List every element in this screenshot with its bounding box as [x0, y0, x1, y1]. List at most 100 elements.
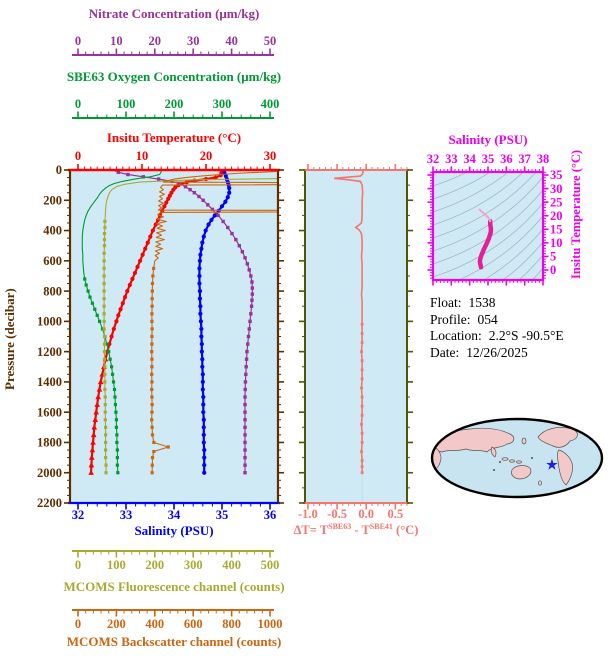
svg-text:0: 0 [75, 34, 81, 48]
location-value: 2.2°S -90.5°E [488, 328, 564, 343]
svg-text:0: 0 [56, 163, 62, 177]
svg-text:15: 15 [550, 222, 563, 236]
svg-text:400: 400 [261, 97, 280, 111]
float-info-block: Float: 1538 Profile: 054 Location: 2.2°S -9… [430, 295, 608, 361]
svg-text:35: 35 [550, 168, 563, 182]
svg-text:0: 0 [550, 263, 556, 277]
svg-text:30: 30 [550, 182, 563, 196]
location-label: Location: [430, 328, 482, 343]
float-info-line: Location: 2.2°S -90.5°E [430, 328, 608, 345]
ts-series [477, 208, 494, 270]
delta-t-curve [334, 170, 365, 473]
svg-text:800: 800 [222, 617, 241, 631]
oxygen-axis-title: SBE63 Oxygen Concentration (μm/kg) [66, 69, 282, 84]
nitrate-axis-title: Nitrate Concentration (μm/kg) [88, 6, 260, 21]
svg-text:100: 100 [117, 97, 136, 111]
svg-text:600: 600 [184, 617, 203, 631]
pressure-axis-title: Pressure (decibar) [2, 288, 17, 391]
svg-text:800: 800 [43, 284, 62, 298]
fluorescence-axis-title: MCOMS Fluorescence channel (counts) [63, 579, 285, 594]
svg-text:200: 200 [107, 617, 126, 631]
ts-salinity-axis-title: Salinity (PSU) [448, 132, 528, 147]
svg-text:50: 50 [264, 34, 277, 48]
float-info-line: Profile: 054 [430, 312, 608, 329]
map-outline [430, 417, 604, 499]
svg-text:1000: 1000 [258, 617, 283, 631]
svg-text:200: 200 [165, 97, 184, 111]
svg-text:-0.5: -0.5 [327, 507, 347, 521]
svg-text:35: 35 [216, 508, 229, 522]
svg-text:2000: 2000 [37, 466, 62, 480]
svg-text:400: 400 [43, 224, 62, 238]
profile-value: 054 [477, 311, 498, 327]
float-info-line: Date: 12/26/2025 [430, 345, 608, 362]
backscatter-axis-title: MCOMS Backscatter channel (counts) [66, 634, 282, 649]
date-value: 12/26/2025 [466, 344, 528, 360]
svg-text:33: 33 [120, 508, 133, 522]
svg-text:2200: 2200 [37, 496, 62, 510]
svg-text:300: 300 [184, 558, 203, 572]
svg-text:33: 33 [445, 152, 458, 166]
svg-text:32: 32 [72, 508, 85, 522]
svg-text:20: 20 [149, 34, 162, 48]
density-contours [433, 172, 543, 280]
continents [432, 423, 586, 486]
svg-text:20: 20 [550, 209, 563, 223]
svg-text:200: 200 [43, 193, 62, 207]
svg-text:-1.0: -1.0 [298, 507, 318, 521]
svg-text:400: 400 [222, 558, 241, 572]
svg-text:300: 300 [213, 97, 232, 111]
svg-text:0: 0 [75, 617, 81, 631]
svg-text:10: 10 [136, 149, 149, 163]
mcoms-backscatter-curve [151, 170, 278, 473]
svg-text:500: 500 [261, 558, 280, 572]
delta-t-axis-title: ΔT= TSBE63 - TSBE41 (°C) [293, 522, 419, 538]
svg-text:10: 10 [550, 236, 563, 250]
ts-plot-area [433, 172, 543, 280]
svg-text:1000: 1000 [37, 315, 62, 329]
svg-text:1600: 1600 [37, 405, 62, 419]
svg-text:20: 20 [200, 149, 213, 163]
svg-text:32: 32 [427, 152, 440, 166]
svg-text:36: 36 [264, 508, 277, 522]
svg-text:38: 38 [537, 152, 550, 166]
profile-series [81, 170, 278, 475]
dt-series [334, 170, 365, 503]
svg-text:34: 34 [168, 508, 181, 522]
svg-text:1800: 1800 [37, 436, 62, 450]
svg-text:10: 10 [110, 34, 123, 48]
ts-temperature-axis-title: Insitu Temperature (°C) [569, 149, 583, 279]
float-location-star-icon: ★ [546, 457, 558, 472]
svg-text:0: 0 [75, 97, 81, 111]
float-label: Float: [430, 295, 462, 310]
svg-text:5: 5 [550, 250, 556, 264]
t-s-surface-layer-curve [478, 208, 492, 223]
svg-text:40: 40 [225, 34, 238, 48]
world-map: ★ [430, 417, 604, 499]
float-info-line: Float: 1538 [430, 295, 608, 312]
svg-text:36: 36 [500, 152, 513, 166]
svg-text:37: 37 [518, 152, 531, 166]
t-s-profile-curve [477, 218, 494, 270]
profile-label: Profile: [430, 311, 471, 327]
svg-text:1400: 1400 [37, 375, 62, 389]
float-value: 1538 [468, 295, 496, 310]
svg-text:100: 100 [107, 558, 126, 572]
svg-text:34: 34 [463, 152, 476, 166]
svg-text:1200: 1200 [37, 345, 62, 359]
temperature-axis-title: Insitu Temperature (°C) [106, 130, 242, 145]
dt-plot-area [305, 170, 407, 503]
svg-text:30: 30 [264, 149, 277, 163]
svg-text:30: 30 [187, 34, 200, 48]
svg-text:35: 35 [482, 152, 495, 166]
svg-text:0: 0 [75, 558, 81, 572]
svg-text:600: 600 [43, 254, 62, 268]
salinity-axis-title: Salinity (PSU) [134, 523, 214, 538]
svg-text:0.5: 0.5 [388, 507, 404, 521]
date-label: Date: [430, 344, 460, 360]
svg-text:0.0: 0.0 [358, 507, 374, 521]
svg-text:0: 0 [75, 149, 81, 163]
